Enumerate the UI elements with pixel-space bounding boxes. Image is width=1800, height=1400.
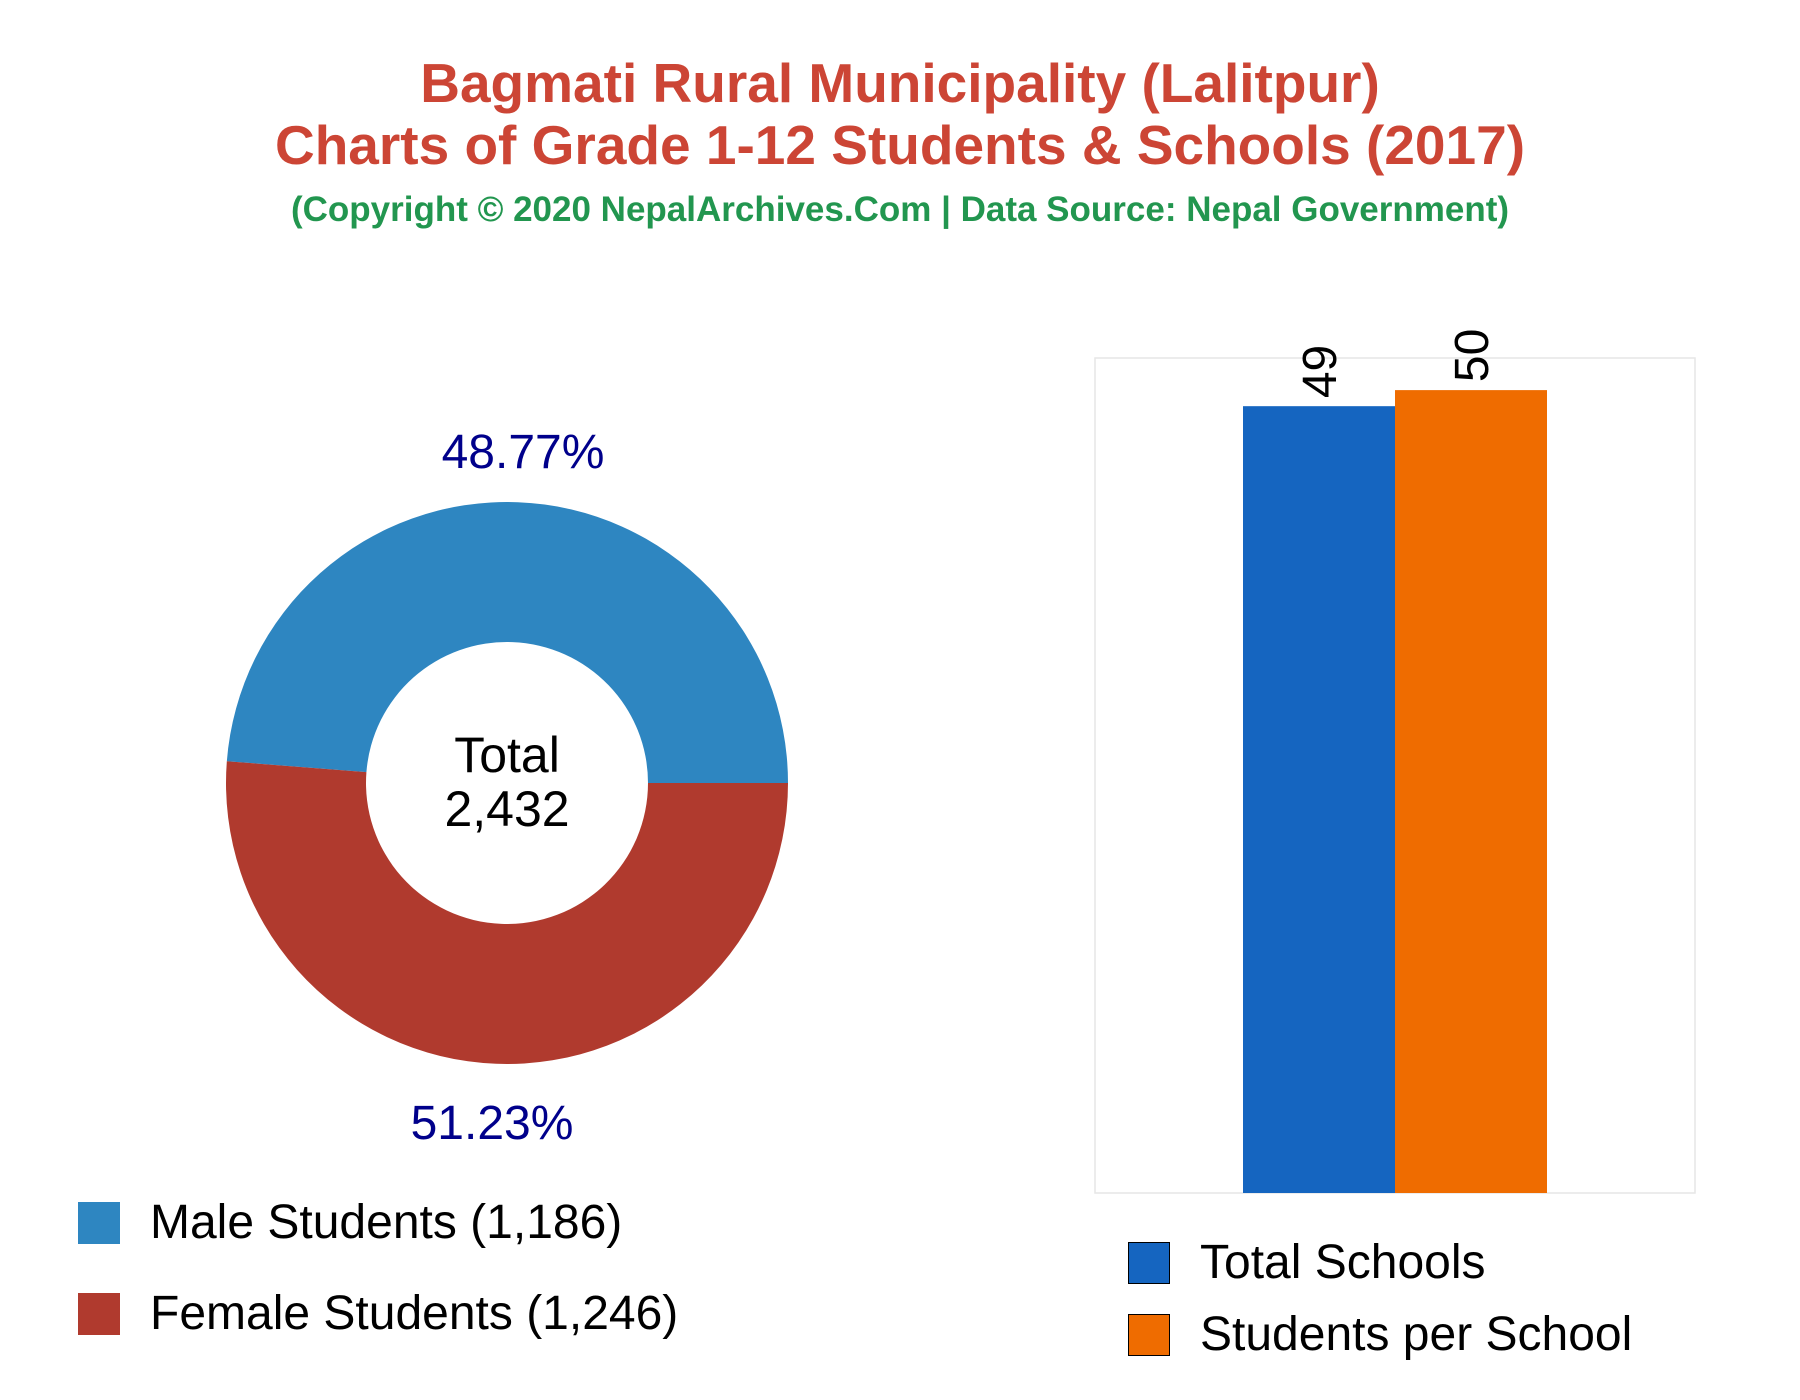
legend-swatch-total-schools	[1128, 1241, 1170, 1284]
bar-value-label-total-schools: 49	[1294, 345, 1347, 398]
bar-value-label-students-per-school: 50	[1446, 329, 1499, 382]
percent-label-male: 48.77%	[442, 426, 605, 479]
donut-center-label: Total	[454, 727, 560, 783]
donut-center-total: 2,432	[444, 781, 569, 837]
chart-title-line2: Charts of Grade 1-12 Students & Schools …	[274, 114, 1526, 176]
legend-swatch-female	[78, 1292, 120, 1335]
legend-label-female: Female Students (1,246)	[150, 1287, 679, 1340]
donut-slice-female	[226, 761, 789, 1064]
legend-item-female: Female Students (1,246)	[78, 1286, 678, 1341]
legend-label-students-per-school: Students per School	[1200, 1308, 1633, 1361]
legend-item-students-per-school: Students per School	[1128, 1307, 1632, 1362]
legend-swatch-students-per-school	[1128, 1313, 1170, 1356]
bar-total-schools	[1243, 406, 1395, 1193]
legend-item-male: Male Students (1,186)	[78, 1195, 622, 1250]
chart-subtitle: (Copyright © 2020 NepalArchives.Com | Da…	[290, 190, 1510, 229]
percent-label-female: 51.23%	[411, 1097, 574, 1150]
bar-students-per-school	[1395, 390, 1547, 1194]
legend-label-total-schools: Total Schools	[1200, 1236, 1486, 1289]
legend-item-total-schools: Total Schools	[1128, 1235, 1486, 1290]
donut-slice-male	[226, 501, 788, 783]
legend-label-male: Male Students (1,186)	[150, 1196, 623, 1249]
legend-swatch-male	[78, 1201, 120, 1244]
chart-title-line1: Bagmati Rural Municipality (Lalitpur)	[420, 52, 1380, 114]
